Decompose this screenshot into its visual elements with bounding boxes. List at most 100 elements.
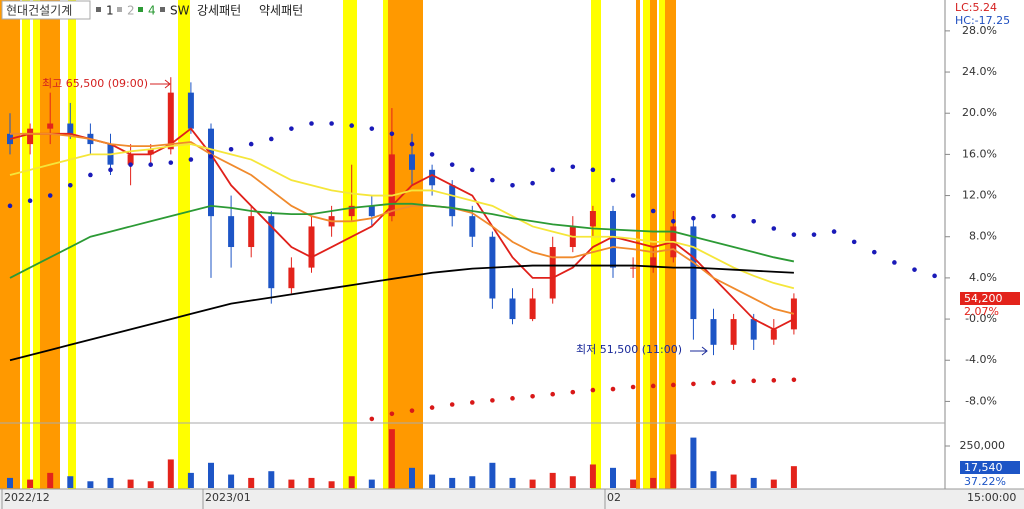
indicator-dot: [731, 379, 736, 385]
candle-body: [690, 226, 697, 320]
y-tick-label: 20.0%: [962, 106, 997, 119]
indicator-dot: [530, 393, 535, 399]
indicator-dot: [470, 400, 475, 405]
candle-body: [348, 205, 355, 217]
pattern-band: [68, 0, 76, 489]
legend-swatch: [96, 7, 101, 12]
volume-bar: [288, 479, 295, 488]
volume-bar: [388, 429, 395, 488]
volume-bar: [449, 477, 456, 488]
sw-item[interactable]: SW: [170, 4, 190, 18]
pattern-band: [636, 0, 640, 489]
indicator-dot: [148, 162, 153, 167]
indicator-dot: [228, 146, 234, 152]
volume-bar: [489, 462, 496, 488]
volume-bar: [549, 472, 556, 488]
legend-swatch: [117, 7, 122, 12]
volume-tag-box: [960, 461, 1020, 474]
indicator-dot: [550, 391, 555, 397]
pattern-band: [178, 0, 190, 489]
pattern-band: [388, 0, 423, 489]
indicator-dot: [711, 380, 716, 386]
volume-bar: [228, 474, 235, 488]
volume-bar: [409, 467, 415, 488]
indicator-dot: [369, 416, 375, 422]
title-box[interactable]: [1, 0, 91, 20]
indicator-dot: [449, 402, 455, 407]
indicator-dot: [409, 141, 415, 147]
volume-bar: [589, 464, 596, 488]
pattern-band: [383, 0, 388, 489]
hc-label: HC:-17.25: [955, 14, 1010, 27]
moving-average: [9, 127, 795, 331]
y-tick-label: 12.0%: [962, 189, 997, 202]
indicator-dot: [671, 382, 676, 388]
moving-average: [9, 143, 795, 290]
indicator-dot: [47, 193, 53, 198]
indicator-dot: [7, 203, 13, 209]
indicator-dot: [570, 389, 576, 395]
strong-pattern[interactable]: 강세패턴: [197, 4, 241, 18]
indicator-dot: [650, 383, 656, 389]
indicator-dot: [671, 218, 676, 224]
indicator-dot: [88, 172, 93, 178]
indicator-dot: [429, 152, 435, 157]
indicator-dot: [530, 180, 535, 186]
indicator-dot: [590, 387, 596, 393]
pattern-band: [33, 0, 40, 489]
lc-label: LC:5.24: [955, 1, 997, 14]
moving-average: [9, 264, 794, 362]
candle-body: [127, 154, 134, 165]
pattern-band: [343, 0, 357, 489]
indicator-dot: [550, 167, 555, 173]
indicator-dot: [108, 167, 113, 173]
volume-bar: [610, 467, 616, 488]
moving-average: [10, 132, 795, 315]
ma-item[interactable]: 1: [106, 4, 114, 18]
moving-average: [9, 202, 795, 279]
volume-bar: [167, 459, 174, 488]
low-arrow: [690, 346, 708, 356]
candle-body: [27, 128, 34, 145]
indicator-dot: [811, 232, 817, 237]
indicator-dot: [490, 177, 495, 183]
indicator-dot: [409, 408, 415, 413]
volume-bar: [7, 477, 13, 488]
candle-body: [167, 92, 174, 150]
stock-name[interactable]: 현대건설기계: [6, 4, 72, 18]
indicator-dot: [329, 121, 334, 126]
candle-body: [47, 123, 54, 129]
legend-swatch: [138, 7, 143, 12]
volume-bar: [690, 437, 697, 488]
indicator-dot: [349, 123, 355, 128]
weak-pattern[interactable]: 약세패턴: [259, 3, 303, 18]
candle-body: [288, 267, 295, 289]
price-tag: 54,200: [964, 292, 1003, 305]
ma-item[interactable]: 2: [127, 4, 135, 18]
candle-body: [770, 329, 777, 340]
volume-bar: [670, 454, 677, 488]
candle-body: [268, 216, 275, 289]
indicator-dot: [188, 157, 194, 162]
volume-bar: [308, 477, 315, 488]
indicator-dot: [892, 260, 897, 265]
volume-bar: [630, 479, 637, 488]
indicator-dot: [630, 193, 636, 198]
x-tick-label: 2022/12: [4, 491, 50, 504]
indicator-dot: [208, 154, 214, 159]
indicator-dot: [630, 384, 636, 390]
volume-bar: [368, 479, 375, 488]
pattern-band: [22, 0, 30, 489]
indicator-dot: [449, 162, 455, 167]
ma-item[interactable]: 4: [148, 4, 156, 18]
x-axis-bar: [0, 489, 1024, 509]
candle-body: [730, 319, 737, 345]
indicator-dot: [751, 218, 756, 224]
candle-body: [368, 205, 375, 217]
indicator-dot: [570, 164, 576, 170]
y-tick-label: -8.0%: [965, 394, 997, 407]
indicator-dot: [248, 141, 254, 147]
plot: 28.0% 24.0% 20.0% 16.0% 12.0% 8.0% 4.0% -0.0% -4…: [1, 24, 1020, 509]
volume-bar: [770, 479, 777, 488]
